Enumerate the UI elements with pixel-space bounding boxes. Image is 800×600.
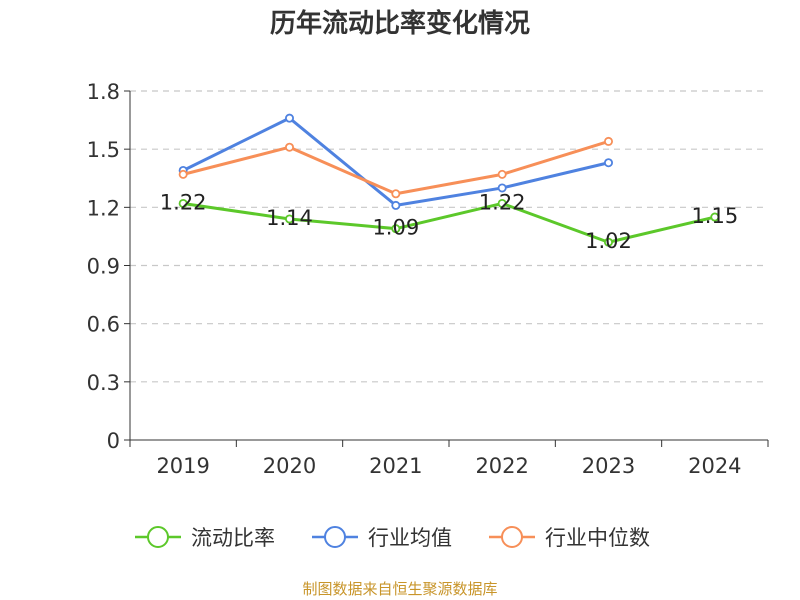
x-tick-label: 2024 xyxy=(688,454,741,478)
legend: 流动比率 行业均值 行业中位数 xyxy=(135,526,650,550)
data-label: 1.14 xyxy=(266,206,313,230)
data-point xyxy=(284,113,294,123)
legend-label: 行业均值 xyxy=(368,526,452,550)
x-tick-label: 2020 xyxy=(263,454,316,478)
data-point xyxy=(604,237,614,247)
data-point xyxy=(497,198,507,208)
legend-label: 流动比率 xyxy=(191,526,275,550)
series-layer xyxy=(178,113,720,247)
chart-title: 历年流动比率变化情况 xyxy=(270,8,530,39)
data-point xyxy=(604,136,614,146)
data-label: 1.22 xyxy=(479,190,526,214)
data-point xyxy=(391,224,401,234)
data-label: 1.02 xyxy=(585,229,632,253)
axes: 0 0.3 0.6 0.9 1.2 1.5 1.8 2019 2020 2021 2022 2023 2… xyxy=(87,80,769,478)
y-tick-label: 1.8 xyxy=(87,80,120,104)
y-tick-label: 1.5 xyxy=(87,138,120,162)
data-point xyxy=(710,212,720,222)
legend-label: 行业中位数 xyxy=(545,526,650,550)
source-note: 制图数据来自恒生聚源数据库 xyxy=(302,580,497,598)
data-point xyxy=(391,189,401,199)
y-tick-label: 0.9 xyxy=(87,255,120,279)
data-label: 1.22 xyxy=(160,190,207,214)
data-label: 1.15 xyxy=(691,204,738,228)
y-tick-label: 0 xyxy=(107,429,120,453)
legend-marker xyxy=(324,526,346,548)
x-tick-label: 2019 xyxy=(156,454,209,478)
data-point xyxy=(391,200,401,210)
data-point xyxy=(178,198,188,208)
data-point xyxy=(284,142,294,152)
legend-marker xyxy=(501,526,523,548)
data-point xyxy=(284,214,294,224)
x-tick-label: 2023 xyxy=(582,454,635,478)
data-point xyxy=(178,169,188,179)
data-labels: 1.22 1.14 1.09 1.22 1.02 1.15 xyxy=(160,190,738,253)
x-tick-label: 2022 xyxy=(475,454,528,478)
y-tick-label: 0.3 xyxy=(87,371,120,395)
data-point xyxy=(497,169,507,179)
data-point xyxy=(497,183,507,193)
series-line-0 xyxy=(181,201,717,244)
data-point xyxy=(604,158,614,168)
y-tick-label: 0.6 xyxy=(87,313,120,337)
legend-marker xyxy=(147,526,169,548)
grid xyxy=(130,90,768,383)
x-tick-label: 2021 xyxy=(369,454,422,478)
y-tick-label: 1.2 xyxy=(87,196,120,220)
data-label: 1.09 xyxy=(372,216,419,240)
